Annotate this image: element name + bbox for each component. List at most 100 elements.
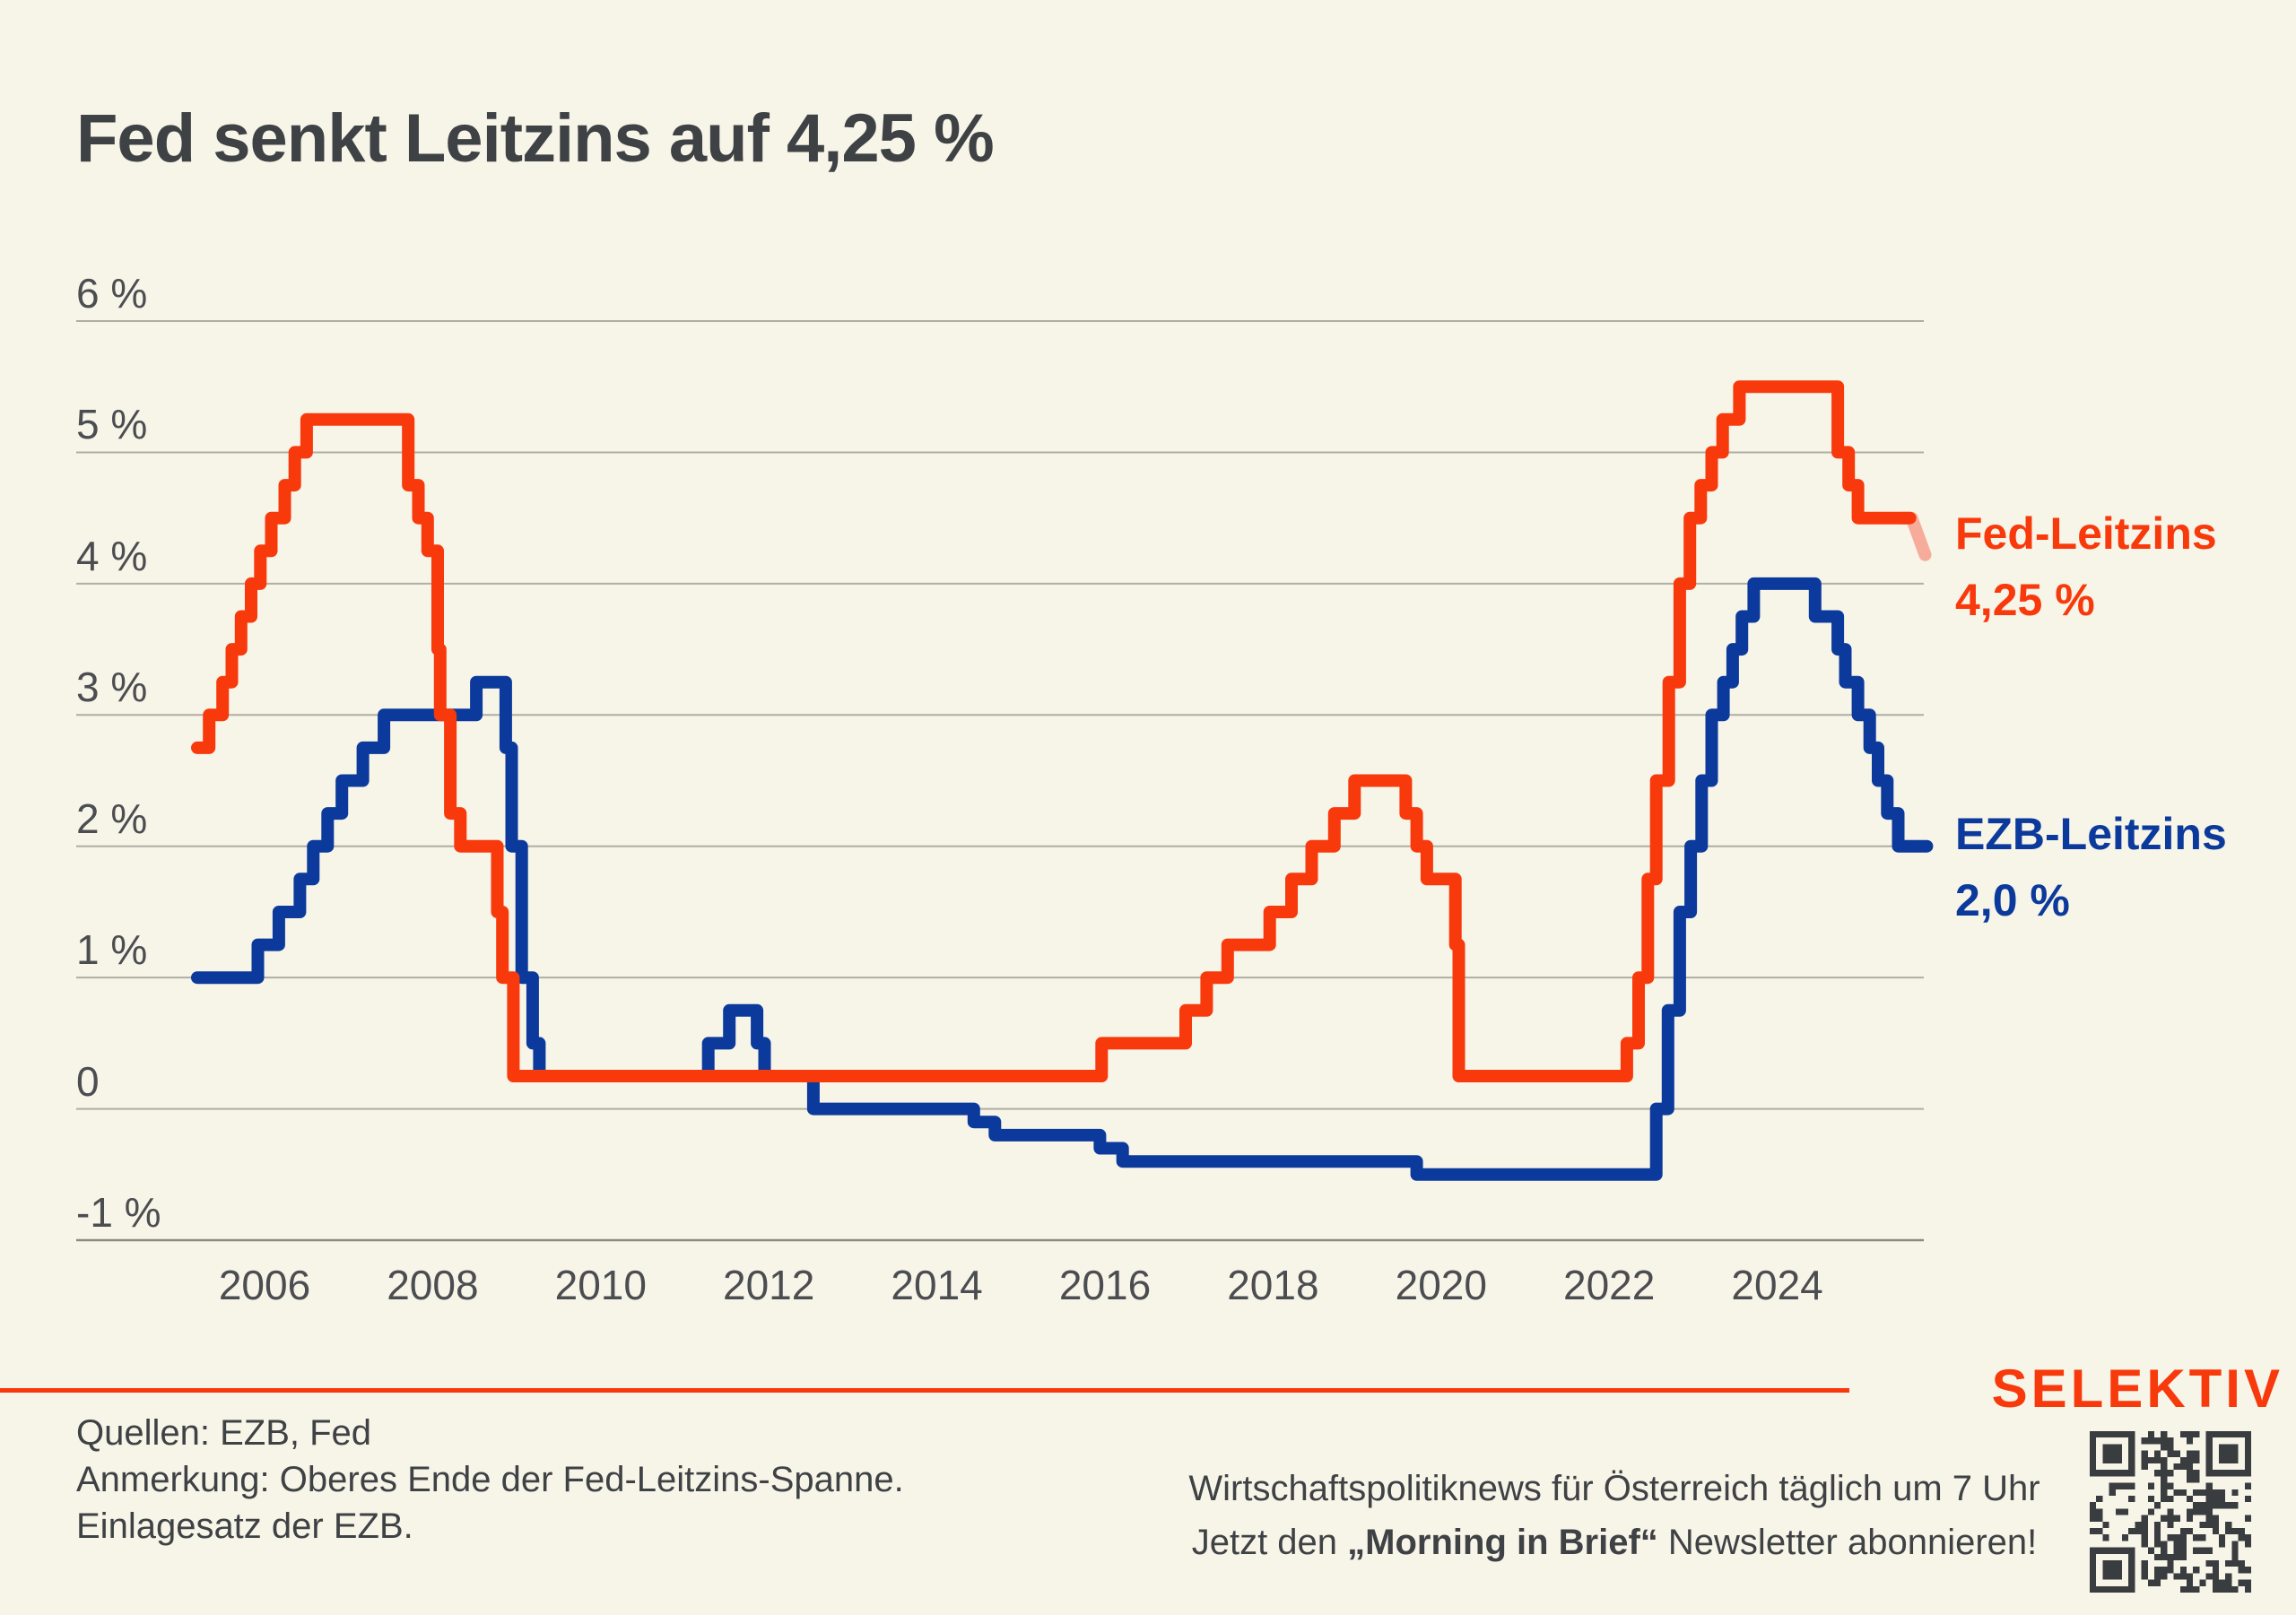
qr-module <box>2231 1541 2239 1548</box>
qr-module <box>2219 1541 2226 1548</box>
qr-module <box>2231 1547 2239 1554</box>
qr-module <box>2161 1456 2168 1463</box>
qr-module <box>2219 1579 2226 1586</box>
qr-module <box>2141 1573 2148 1580</box>
x-axis-tick-label: 2012 <box>723 1262 815 1308</box>
qr-module <box>2244 1567 2251 1574</box>
qr-module <box>2161 1489 2168 1496</box>
newsletter-promo: Wirtschaftspolitiknews für Österreich tä… <box>1139 1462 2090 1569</box>
qr-module <box>2231 1553 2239 1560</box>
qr-module <box>2193 1508 2200 1515</box>
source-line: Einlagesatz der EZB. <box>76 1506 413 1546</box>
newsletter-line1: Wirtschaftspolitiknews für Österreich tä… <box>1188 1469 2040 1508</box>
qr-module <box>2141 1515 2148 1522</box>
y-axis-tick-label: -1 % <box>76 1189 161 1237</box>
qr-module <box>2193 1489 2200 1496</box>
x-axis-tick-label: 2014 <box>891 1262 983 1308</box>
qr-module <box>2109 1482 2116 1489</box>
qr-module <box>2141 1456 2148 1463</box>
qr-module <box>2187 1463 2194 1471</box>
qr-module <box>2161 1463 2168 1471</box>
qr-module <box>2219 1534 2226 1541</box>
qr-module <box>2179 1573 2187 1580</box>
y-axis-tick-label: 0 <box>76 1057 100 1105</box>
qr-module <box>2179 1489 2187 1496</box>
qr-module <box>2167 1437 2174 1445</box>
series-line-ezb <box>191 577 1934 1181</box>
x-axis-tick-label: 2018 <box>1227 1262 1319 1308</box>
qr-module <box>2244 1534 2251 1541</box>
x-axis-tick-label: 2008 <box>387 1262 479 1308</box>
qr-module <box>2141 1463 2148 1471</box>
qr-module <box>2147 1437 2154 1445</box>
qr-module <box>2212 1567 2219 1574</box>
x-axis-tick-label: 2020 <box>1395 1262 1487 1308</box>
qr-module <box>2147 1579 2154 1586</box>
qr-module <box>2199 1502 2206 1509</box>
qr-module <box>2187 1470 2194 1477</box>
qr-module <box>2238 1567 2245 1574</box>
x-axis-tick-label: 2010 <box>554 1262 647 1308</box>
qr-module <box>2212 1521 2219 1528</box>
qr-module <box>2115 1508 2122 1515</box>
qr-module <box>2102 1534 2109 1541</box>
qr-module <box>2161 1496 2168 1503</box>
qr-module <box>2161 1437 2168 1445</box>
qr-module <box>2244 1585 2251 1593</box>
qr-module <box>2154 1541 2161 1548</box>
qr-module <box>2225 1502 2232 1509</box>
qr-module <box>2167 1444 2174 1451</box>
source-note: Quellen: EZB, Fed Anmerkung: Oberes Ende… <box>76 1410 904 1550</box>
qr-module <box>2187 1496 2194 1503</box>
qr-module <box>2219 1585 2226 1593</box>
qr-module <box>2193 1585 2200 1593</box>
qr-module <box>2096 1508 2103 1515</box>
footer-divider-line <box>0 1388 1849 1393</box>
ezb-series-name: EZB-Leitzins <box>1955 809 2227 859</box>
qr-module <box>2090 1508 2097 1515</box>
qr-module <box>2205 1521 2213 1528</box>
qr-module <box>2102 1521 2109 1528</box>
qr-module <box>2205 1482 2213 1489</box>
qr-module <box>2238 1560 2245 1567</box>
qr-module <box>2231 1528 2239 1535</box>
y-axis-tick-label: 5 % <box>76 401 148 448</box>
qr-module <box>2187 1579 2194 1586</box>
qr-module <box>2179 1553 2187 1560</box>
qr-module <box>2161 1444 2168 1451</box>
qr-module <box>2205 1573 2213 1580</box>
qr-module <box>2167 1450 2174 1457</box>
qr-module <box>2173 1547 2180 1554</box>
qr-module <box>2199 1508 2206 1515</box>
qr-module <box>2244 1541 2251 1548</box>
qr-module <box>2173 1553 2180 1560</box>
qr-module <box>2102 1444 2122 1463</box>
y-axis-tick-label: 6 % <box>76 270 148 317</box>
qr-module <box>2147 1482 2154 1489</box>
qr-module <box>2199 1579 2206 1586</box>
qr-module <box>2173 1489 2180 1496</box>
qr-module <box>2212 1502 2219 1509</box>
source-line: Quellen: EZB, Fed <box>76 1413 372 1453</box>
qr-module <box>2212 1560 2219 1567</box>
y-axis-tick-label: 3 % <box>76 664 148 711</box>
qr-module <box>2193 1502 2200 1509</box>
qr-module <box>2167 1508 2174 1515</box>
qr-module <box>2167 1553 2174 1560</box>
qr-module <box>2179 1534 2187 1541</box>
qr-module <box>2212 1573 2219 1580</box>
qr-module <box>2128 1496 2135 1503</box>
qr-module <box>2219 1496 2226 1503</box>
qr-module <box>2219 1489 2226 1496</box>
qr-module <box>2244 1515 2251 1522</box>
qr-module <box>2154 1470 2161 1477</box>
qr-module <box>2102 1560 2122 1580</box>
qr-module <box>2173 1463 2180 1471</box>
qr-module <box>2154 1553 2161 1560</box>
qr-module <box>2090 1502 2097 1509</box>
qr-module <box>2167 1515 2174 1522</box>
qr-module <box>2161 1470 2168 1477</box>
qr-module <box>2161 1553 2168 1560</box>
qr-module <box>2225 1521 2232 1528</box>
